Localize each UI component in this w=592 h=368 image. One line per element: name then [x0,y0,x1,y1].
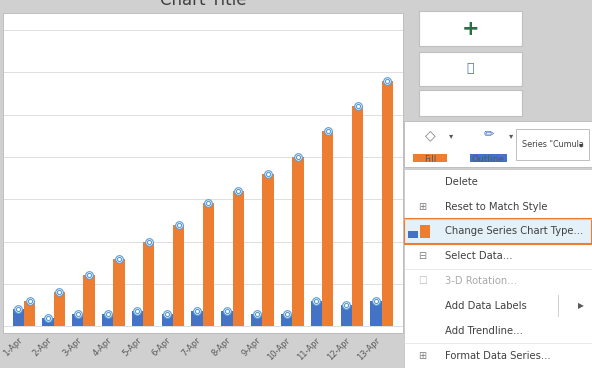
Bar [352,106,363,326]
Bar [233,191,244,326]
Bar [12,309,24,326]
Bar [173,224,184,326]
Text: Select Data...: Select Data... [445,251,513,261]
Bar [322,131,333,326]
Text: ☐: ☐ [418,276,427,286]
Title: Chart Title: Chart Title [159,0,246,8]
Text: Reset to Match Style: Reset to Match Style [445,202,548,212]
Bar [407,231,418,238]
Text: Series "Cumula: Series "Cumula [522,140,584,149]
Bar [202,204,214,326]
Text: ▾: ▾ [578,140,583,149]
FancyBboxPatch shape [516,129,589,160]
Bar [469,154,507,162]
Text: Change Series Chart Type...: Change Series Chart Type... [445,226,583,236]
FancyBboxPatch shape [419,52,522,86]
Text: +: + [462,18,480,39]
Text: ▶: ▶ [578,301,584,310]
Bar [191,311,202,326]
Bar [83,275,95,326]
Text: Format Data Series...: Format Data Series... [445,351,551,361]
Text: ▾: ▾ [449,131,453,140]
Text: Delete: Delete [445,177,478,187]
Text: ◇: ◇ [425,128,435,142]
Text: Outline: Outline [472,156,505,164]
Bar [221,311,233,326]
Bar [340,305,352,326]
Bar [24,301,35,326]
FancyBboxPatch shape [419,11,522,46]
Bar [404,121,592,167]
Bar [113,258,125,326]
FancyBboxPatch shape [419,90,522,116]
Text: Add Data Labels: Add Data Labels [445,301,527,311]
Bar [143,241,155,326]
Bar [102,314,113,326]
Text: ⊟: ⊟ [419,251,427,261]
Text: Add Trendline...: Add Trendline... [445,326,523,336]
Bar [54,293,65,326]
Bar [72,314,83,326]
Text: ⊞: ⊞ [419,202,427,212]
Bar [42,318,54,326]
Text: 3-D Rotation...: 3-D Rotation... [445,276,517,286]
Bar [371,301,382,326]
Text: ⊞: ⊞ [419,351,427,361]
Bar [404,219,592,244]
Bar [281,314,292,326]
Text: 🖌: 🖌 [467,63,474,75]
Bar [251,314,262,326]
Bar [292,157,304,326]
Bar [162,314,173,326]
Bar [262,174,274,326]
Bar [420,225,430,238]
Text: ▾: ▾ [509,131,513,140]
Bar [382,81,393,326]
Text: Fill: Fill [424,156,436,164]
Bar [311,301,322,326]
Bar [404,169,592,368]
Bar [132,311,143,326]
Text: ✏: ✏ [483,129,494,142]
Bar [413,154,447,162]
